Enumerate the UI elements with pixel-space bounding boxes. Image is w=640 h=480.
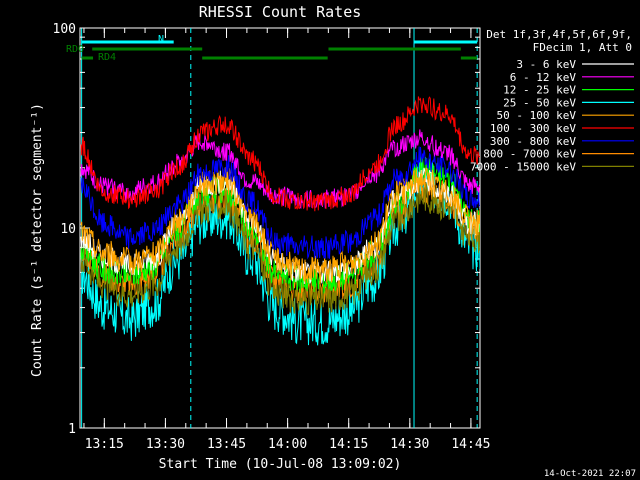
x-tick-label: 13:30 xyxy=(146,437,185,452)
x-tick-label: 14:00 xyxy=(268,437,307,452)
flag-label-n: N xyxy=(158,34,164,45)
legend-label-6: 100 - 300 keV xyxy=(490,122,576,135)
legend-label-9: 7000 - 15000 keV xyxy=(470,160,576,173)
legend-label-5: 50 - 100 keV xyxy=(497,109,577,122)
chart-title: RHESSI Count Rates xyxy=(199,3,362,21)
legend-label-4: 25 - 50 keV xyxy=(503,96,576,109)
x-tick-label: 14:45 xyxy=(451,437,490,452)
series-line-7000_15000keV xyxy=(80,182,480,316)
legend-label-3: 12 - 25 keV xyxy=(503,84,576,97)
legend-label-7: 300 - 800 keV xyxy=(490,135,576,148)
series-line-100_300keV xyxy=(80,96,480,212)
series-line-300_800keV xyxy=(80,146,480,260)
legend-label-8: 800 - 7000 keV xyxy=(483,148,576,161)
y-tick-label: 10 xyxy=(60,222,76,237)
x-axis-label: Start Time (10-Jul-08 13:09:02) xyxy=(159,457,402,472)
x-tick-label: 14:30 xyxy=(390,437,429,452)
plot-area: 1 10 100 13:15 13:30 13:45 14:00 14:15 14:30 14:4… xyxy=(53,22,491,452)
y-tick-label: 1 xyxy=(68,422,76,437)
y-tick-label: 100 xyxy=(53,22,76,37)
x-tick-label: 14:15 xyxy=(329,437,368,452)
y-axis-label: Count Rate (s⁻¹ detector segment⁻¹) xyxy=(30,103,45,377)
legend: Det 1f,3f,4f,5f,6f,9f, FDecim 1, Att 0 3… xyxy=(470,28,634,173)
legend-header-line-1: Det 1f,3f,4f,5f,6f,9f, xyxy=(486,28,632,41)
legend-label-2: 6 - 12 keV xyxy=(510,71,577,84)
legend-header-line-2: FDecim 1, Att 0 xyxy=(533,41,632,54)
flag-label-rd4: RD4 xyxy=(98,52,116,63)
series-line-3_6keV xyxy=(80,167,480,285)
footer-timestamp: 14-Oct-2021 22:07 xyxy=(544,469,636,479)
x-tick-label: 13:45 xyxy=(207,437,246,452)
series-line-50_100keV xyxy=(80,166,480,284)
legend-label-1: 3 - 6 keV xyxy=(516,58,576,71)
x-tick-label: 13:15 xyxy=(85,437,124,452)
flag-label-rd0: RD0 xyxy=(66,44,84,55)
